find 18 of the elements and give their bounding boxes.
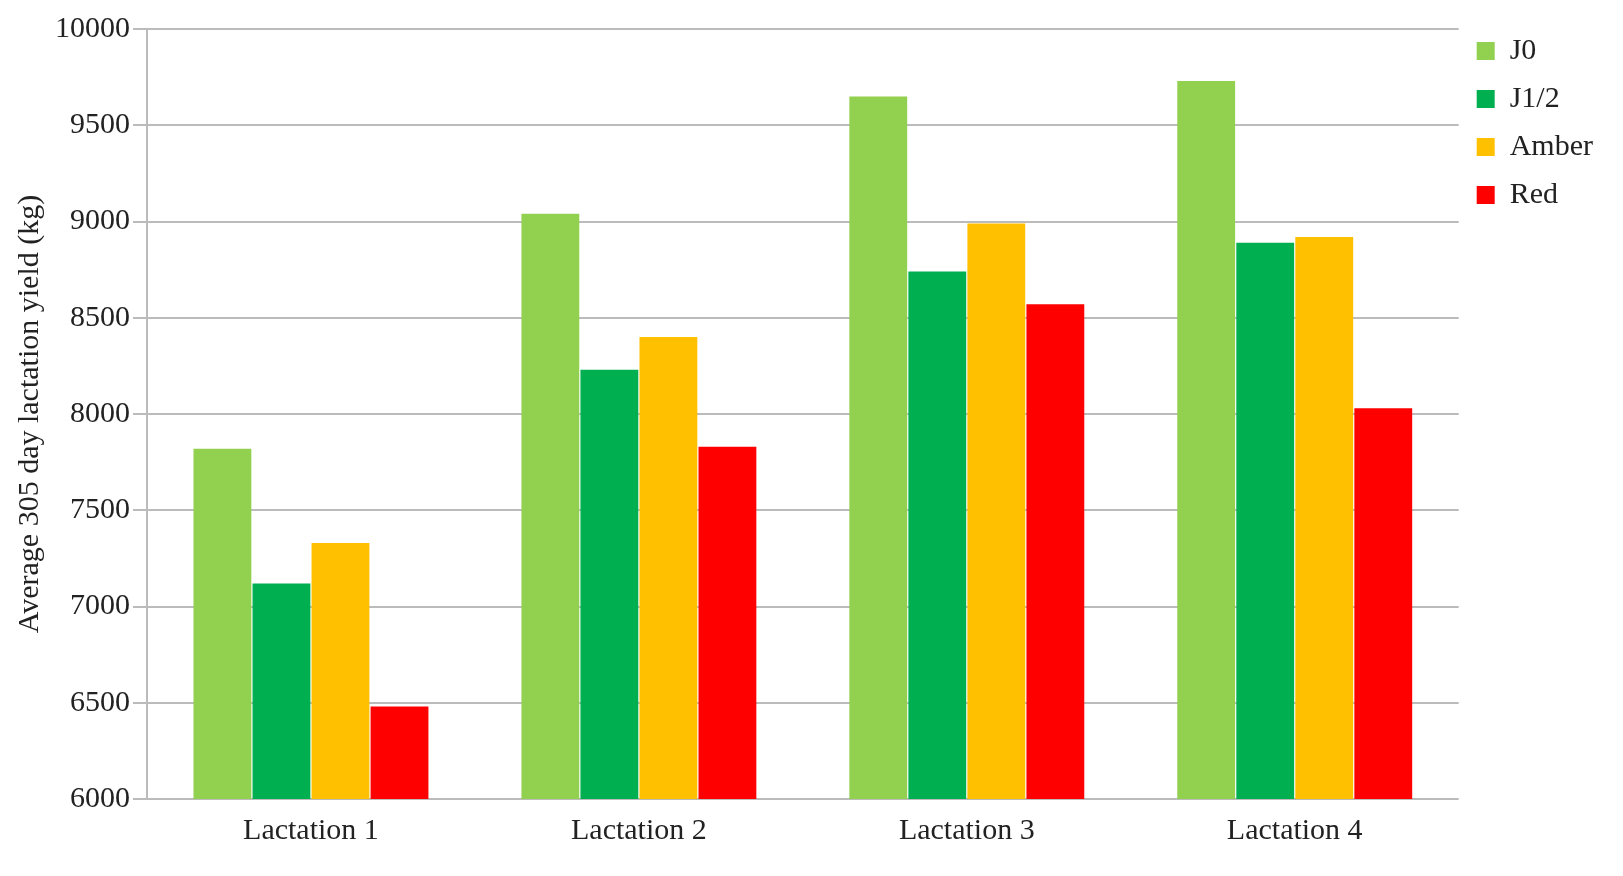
y-tick-label: 8000 — [70, 394, 130, 428]
y-tick-label: 6000 — [70, 779, 130, 813]
y-tick-label: 7000 — [70, 587, 130, 621]
y-tick-label: 7500 — [70, 491, 130, 525]
y-tick-label: 10000 — [55, 9, 130, 43]
x-tick-label: Lactation 4 — [1226, 811, 1363, 845]
y-tick-label: 8500 — [70, 298, 130, 332]
legend-label: J0 — [1509, 31, 1537, 65]
y-axis-title: Average 305 day lactation yield (kg) — [10, 194, 45, 634]
x-tick-label: Lactation 1 — [243, 811, 379, 845]
y-tick-label: 6500 — [70, 683, 130, 717]
legend-label: J1/2 — [1509, 79, 1560, 113]
y-tick-label: 9000 — [70, 202, 130, 236]
legend-label: Amber — [1509, 127, 1594, 161]
x-tick-label: Lactation 2 — [570, 811, 707, 845]
legend-label: Red — [1509, 175, 1559, 209]
x-tick-label: Lactation 3 — [898, 811, 1035, 845]
y-tick-label: 9500 — [70, 106, 130, 140]
